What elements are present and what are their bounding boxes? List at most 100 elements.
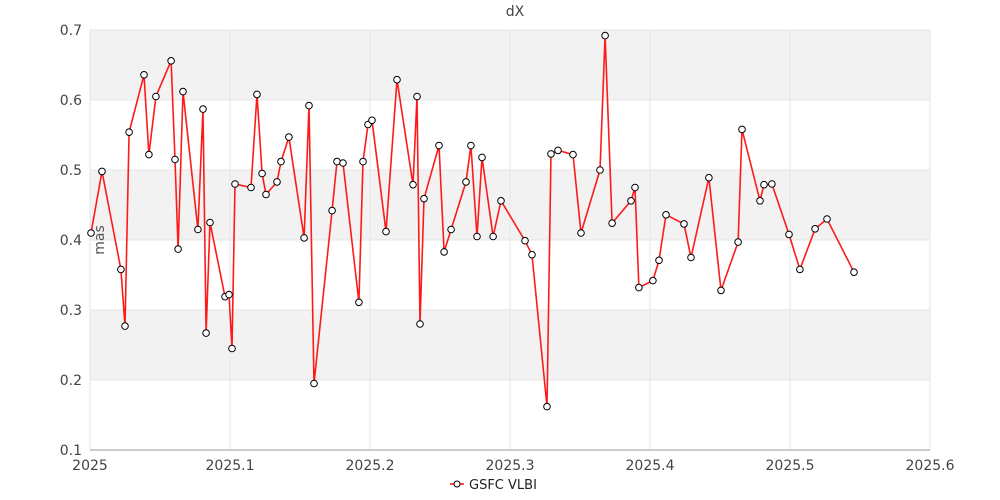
series-line-gsfc-vlbi [90, 35, 855, 407]
data-point [717, 286, 725, 295]
data-point [734, 238, 742, 246]
data-point [823, 215, 831, 223]
data-point [273, 178, 281, 186]
data-point [310, 379, 318, 388]
data-point [440, 248, 448, 256]
chart-title: dX [506, 4, 525, 20]
data-point [596, 166, 604, 174]
data-point [687, 253, 695, 262]
legend[interactable]: GSFC VLBI [450, 478, 537, 493]
data-point [473, 232, 481, 241]
y-axis-label: mas [92, 225, 108, 255]
y-tick-label: 0.7 [60, 23, 82, 39]
data-point [359, 157, 367, 166]
data-point [228, 344, 236, 353]
data-point [655, 256, 663, 265]
data-point [497, 197, 505, 205]
data-point [87, 229, 95, 237]
y-tick-label: 0.5 [60, 163, 82, 179]
data-point [247, 183, 255, 192]
data-point [355, 298, 363, 307]
data-point [179, 87, 187, 96]
data-point [521, 236, 529, 245]
data-point [543, 402, 551, 411]
data-point [262, 190, 270, 199]
data-point [635, 283, 643, 292]
data-point [705, 173, 713, 182]
data-point [631, 183, 639, 192]
y-tick-label: 0.4 [60, 233, 82, 249]
series-points-gsfc-vlbi [87, 31, 858, 411]
data-point [413, 92, 421, 101]
data-point [199, 105, 207, 113]
data-point [478, 153, 486, 162]
data-point [528, 250, 536, 259]
data-point [601, 31, 609, 40]
data-point [121, 322, 129, 330]
data-point [339, 159, 347, 167]
data-point [547, 150, 555, 158]
x-tick-label: 2025 [72, 458, 108, 474]
data-point [577, 229, 585, 237]
data-point [420, 194, 428, 203]
data-point [416, 320, 424, 328]
data-point [850, 268, 858, 277]
x-tick-label: 2025.4 [626, 458, 675, 474]
data-point [258, 169, 266, 178]
data-point [662, 211, 670, 219]
x-tick-label: 2025.6 [906, 458, 955, 474]
data-point [145, 150, 153, 159]
data-point [285, 133, 293, 141]
y-tick-label: 0.6 [60, 93, 82, 109]
data-point [194, 225, 202, 234]
x-tick-label: 2025.1 [206, 458, 255, 474]
data-point [333, 157, 341, 166]
data-point [393, 75, 401, 84]
data-point [202, 329, 210, 337]
data-point [152, 92, 160, 101]
data-point [231, 180, 239, 188]
data-point [649, 276, 657, 285]
data-point [174, 245, 182, 253]
data-point [811, 225, 819, 233]
data-point [462, 178, 470, 186]
data-point [382, 227, 390, 236]
data-point [756, 197, 764, 205]
x-tick-label: 2025.3 [486, 458, 535, 474]
data-point [796, 265, 804, 274]
data-point [305, 101, 313, 110]
data-point [569, 150, 577, 159]
data-point [300, 234, 308, 242]
data-point [368, 116, 376, 125]
data-point [253, 90, 261, 99]
data-point [225, 290, 233, 299]
y-tick-label: 0.3 [60, 303, 82, 319]
data-point [167, 57, 175, 65]
data-point [738, 125, 746, 134]
x-tick-label: 2025.2 [346, 458, 395, 474]
data-point [447, 225, 455, 234]
x-tick-labels: 2025 2025.1 2025.2 2025.3 2025.4 2025.5 2025.6 [72, 458, 954, 474]
data-point [435, 141, 443, 150]
data-point [760, 180, 768, 189]
data-point [206, 218, 214, 227]
data-point [277, 157, 285, 166]
data-point [627, 197, 635, 205]
legend-label: GSFC VLBI [469, 478, 537, 493]
data-point [768, 180, 776, 188]
y-tick-label: 0.1 [60, 443, 82, 459]
x-tick-label: 2025.5 [766, 458, 815, 474]
data-point [785, 230, 793, 239]
data-point [125, 128, 133, 136]
data-point [608, 219, 616, 227]
data-point [140, 71, 148, 79]
data-point [98, 167, 106, 176]
data-point [467, 141, 475, 150]
data-point [117, 265, 125, 274]
data-point [171, 155, 179, 164]
legend-marker-icon [453, 480, 461, 488]
data-point [680, 220, 688, 228]
data-point [554, 146, 562, 155]
data-point [409, 180, 417, 189]
